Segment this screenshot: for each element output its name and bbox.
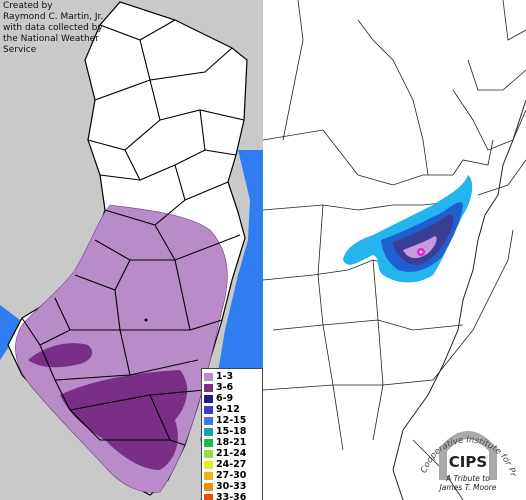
nj-legend-item: 18-21 <box>204 437 262 448</box>
nj-legend-label: 30-33 <box>216 481 247 492</box>
nj-legend-label: 27-30 <box>216 470 247 481</box>
county-lines <box>21 19 245 446</box>
us-map-svg <box>263 0 526 500</box>
nj-legend-swatch <box>204 394 213 403</box>
logo-acronym: CIPS <box>449 453 487 471</box>
nj-legend-swatch <box>204 471 213 480</box>
eastern-us-snowfall-map: 18128642 Cooperative Institute for Preci… <box>263 0 526 500</box>
nj-legend-label: 33-36 <box>216 492 247 500</box>
map-credit-text: Created by Raymond C. Martin, Jr. with d… <box>3 1 128 56</box>
nj-snowfall-legend: 1-3 3-6 6-9 9-12 12-15 15-18 18-21 21-24 24-27 27… <box>201 368 263 500</box>
nj-legend-label: 6-9 <box>216 393 234 404</box>
nj-legend-label: 1-3 <box>216 371 234 382</box>
nj-legend-item: 6-9 <box>204 393 262 404</box>
atlantic-coastline <box>392 99 526 500</box>
nj-legend-swatch <box>204 405 213 414</box>
nj-legend-item: 33-36 <box>204 492 262 500</box>
nj-legend-label: 18-21 <box>216 437 247 448</box>
nj-legend-swatch <box>204 427 213 436</box>
credit-line: with data collected by <box>3 23 103 33</box>
nj-legend-item: 15-18 <box>204 426 262 437</box>
nj-legend-swatch <box>204 372 213 381</box>
nj-legend-label: 21-24 <box>216 448 247 459</box>
nj-legend-item: 27-30 <box>204 470 262 481</box>
logo-tribute-line2: James T. Moore <box>438 483 497 492</box>
nj-legend-label: 9-12 <box>216 404 240 415</box>
nj-legend-item: 9-12 <box>204 404 262 415</box>
nj-legend-swatch <box>204 449 213 458</box>
nj-legend-swatch <box>204 416 213 425</box>
nj-legend-item: 21-24 <box>204 448 262 459</box>
nj-legend-item: 30-33 <box>204 481 262 492</box>
nj-legend-label: 15-18 <box>216 426 247 437</box>
delaware-bay <box>0 305 20 360</box>
nj-legend-swatch <box>204 482 213 491</box>
credit-line: Created by <box>3 1 53 11</box>
nj-legend-label: 12-15 <box>216 415 247 426</box>
credit-line: Raymond C. Martin, Jr. <box>3 12 104 22</box>
nj-legend-item: 24-27 <box>204 459 262 470</box>
nj-legend-label: 24-27 <box>216 459 247 470</box>
nj-legend-swatch <box>204 438 213 447</box>
credit-line: the National Weather <box>3 34 99 44</box>
nj-legend-item: 1-3 <box>204 371 262 382</box>
nj-legend-swatch <box>204 493 213 500</box>
cips-logo: Cooperative Institute for Precipitation … <box>413 405 518 492</box>
nj-legend-item: 3-6 <box>204 382 262 393</box>
nj-legend-swatch <box>204 383 213 392</box>
snow-zone-12-center <box>419 250 423 254</box>
snow-zone-8 <box>403 236 437 259</box>
snow-zone-3-6-west <box>28 343 93 368</box>
logo-tribute-line1: A Tribute to <box>445 474 490 483</box>
nj-legend-label: 3-6 <box>216 382 234 393</box>
city-marker <box>144 318 148 322</box>
logo-arch-icon <box>439 431 497 480</box>
nj-legend-item: 12-15 <box>204 415 262 426</box>
credit-line: Service <box>3 45 37 55</box>
nj-snowfall-map: Created by Raymond C. Martin, Jr. with d… <box>0 0 263 500</box>
nj-legend-swatch <box>204 460 213 469</box>
